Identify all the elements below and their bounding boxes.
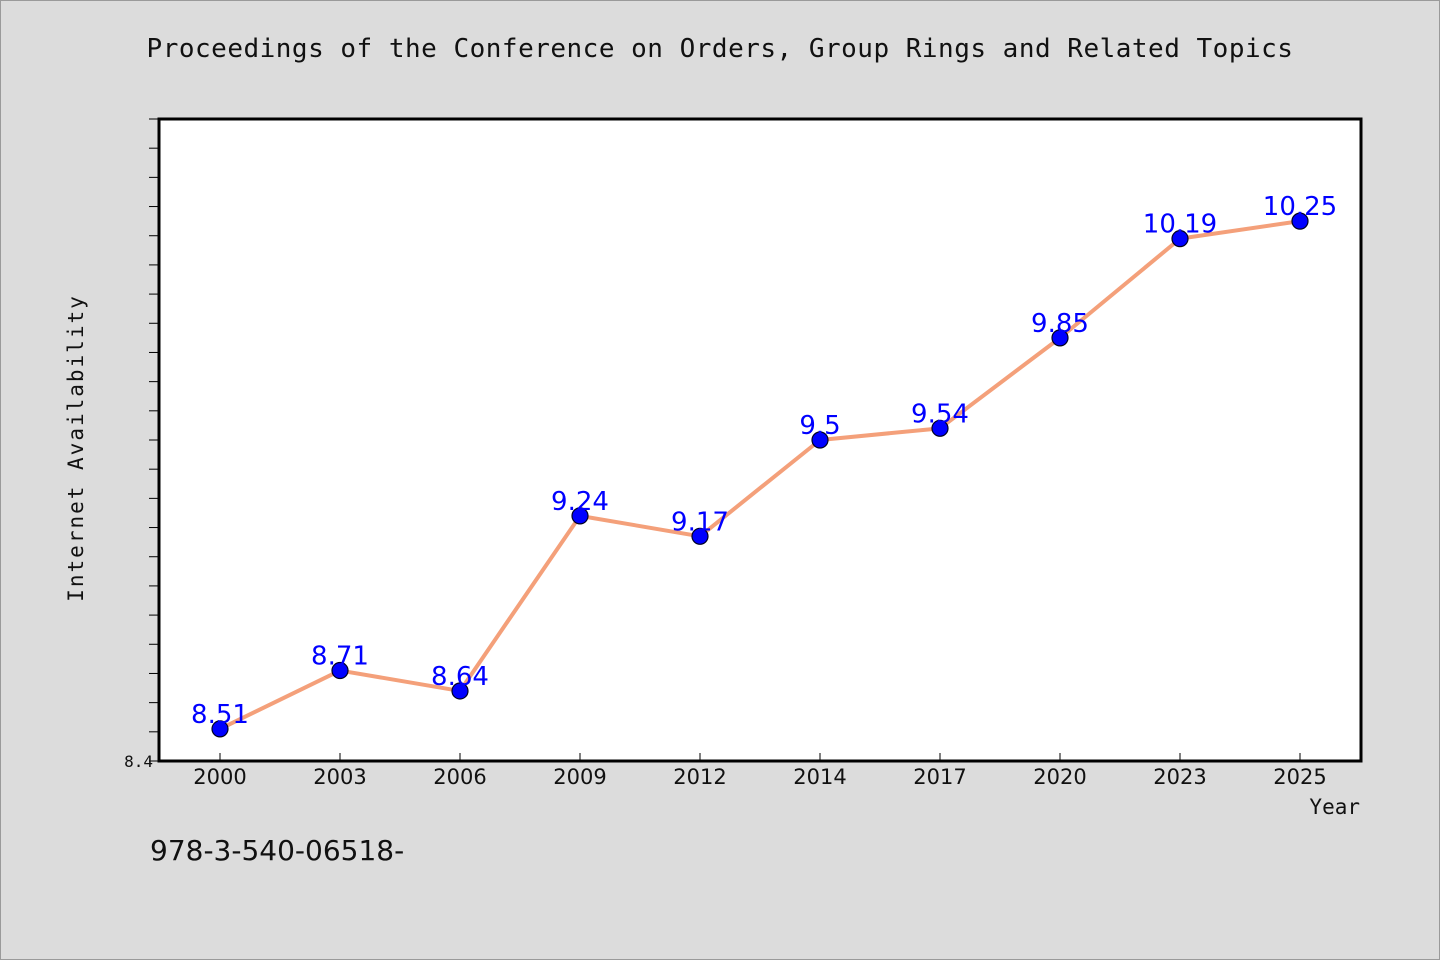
x-tick-label: 2014 xyxy=(793,765,846,789)
data-label: 9.24 xyxy=(551,487,609,517)
x-tick-label: 2003 xyxy=(313,765,366,789)
plot-area: 8.4 2000 2003 2006 2009 2012 2014 2017 2020 2023 2… xyxy=(124,117,1363,789)
x-axis-label: Year xyxy=(1309,795,1360,819)
x-tick-label: 2000 xyxy=(193,765,246,789)
y-tick-label: 8.4 xyxy=(124,752,153,771)
data-label: 9.17 xyxy=(671,507,729,537)
data-point xyxy=(691,527,709,545)
data-point xyxy=(451,682,469,700)
data-point xyxy=(811,431,829,449)
chart-title: Proceedings of the Conference on Orders,… xyxy=(146,34,1294,64)
plot-frame xyxy=(157,117,1363,763)
x-tick-label: 2009 xyxy=(553,765,606,789)
data-label: 10.19 xyxy=(1143,210,1217,240)
x-tick-label: 2023 xyxy=(1153,765,1206,789)
data-point xyxy=(571,507,589,525)
data-label: 9.54 xyxy=(911,399,969,429)
data-label: 8.51 xyxy=(191,700,249,730)
data-label: 10.25 xyxy=(1263,192,1337,222)
data-label: 9.5 xyxy=(799,411,840,441)
data-point xyxy=(931,419,949,437)
x-tick-label: 2017 xyxy=(913,765,966,789)
x-tick-label: 2006 xyxy=(433,765,486,789)
data-label: 8.71 xyxy=(311,642,369,672)
data-label: 9.85 xyxy=(1031,309,1089,339)
x-tick-label: 2020 xyxy=(1033,765,1086,789)
x-tick-label: 2025 xyxy=(1273,765,1326,789)
data-point xyxy=(211,720,229,738)
series-line xyxy=(219,219,1301,731)
data-point xyxy=(1291,212,1309,230)
isbn-footnote: 978-3-540-06518- xyxy=(150,834,405,867)
data-label: 8.64 xyxy=(431,662,489,692)
data-point xyxy=(1171,230,1189,248)
data-point xyxy=(331,661,349,680)
x-tick-label: 2012 xyxy=(673,765,726,789)
data-point xyxy=(1051,329,1069,347)
